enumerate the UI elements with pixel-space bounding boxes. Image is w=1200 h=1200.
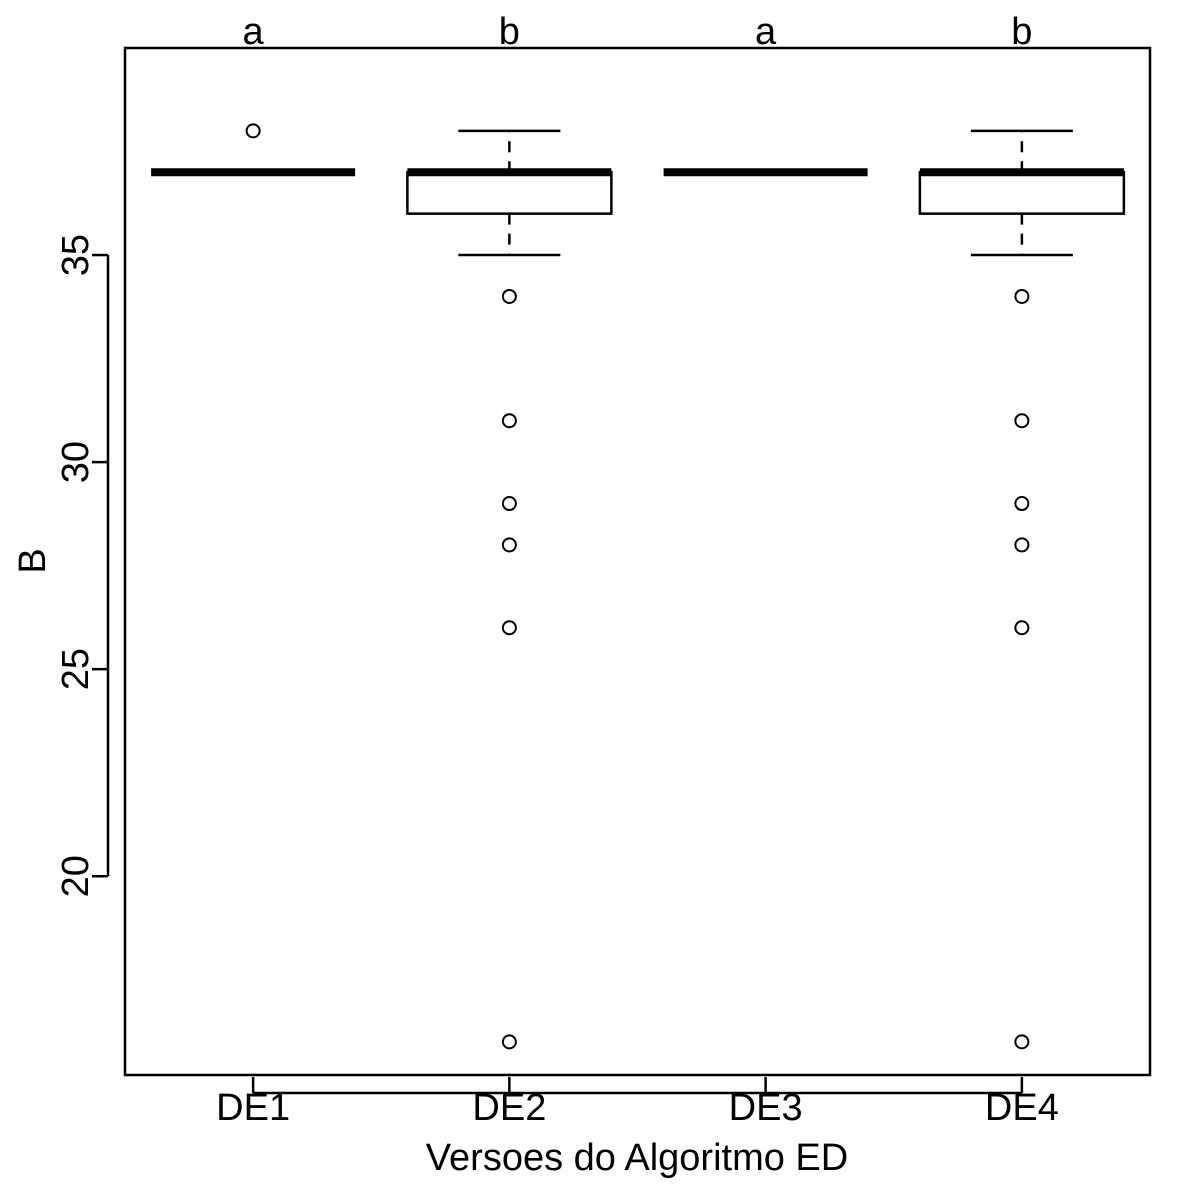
- outlier-point: [1014, 1034, 1030, 1050]
- axis-layer: 20 25 30 35 DE1 DE2 DE3 DE4: [55, 234, 1059, 1129]
- outlier-point: [501, 1034, 517, 1050]
- group-letter-label: b: [1011, 11, 1032, 53]
- y-tick-label: 35: [55, 234, 97, 276]
- box-iqr: [406, 170, 613, 215]
- outlier-point: [1014, 413, 1030, 429]
- x-axis-title: Versoes do Algoritmo ED: [426, 1137, 848, 1179]
- outlier-point: [1014, 620, 1030, 636]
- outlier-point: [1014, 496, 1030, 512]
- outlier-point: [501, 496, 517, 512]
- x-tick-label: DE3: [729, 1087, 803, 1129]
- y-axis-title: B: [12, 548, 54, 573]
- y-tick-label: 25: [55, 648, 97, 690]
- box-group-de4: [918, 129, 1126, 1050]
- group-letter-label: a: [243, 11, 265, 53]
- outlier-point: [501, 537, 517, 553]
- outlier-point: [1014, 288, 1030, 304]
- outlier-point: [245, 123, 261, 139]
- outlier-point: [1014, 537, 1030, 553]
- group-letter-label: a: [755, 11, 777, 53]
- x-tick-label: DE1: [216, 1087, 290, 1129]
- plot-frame: [123, 46, 1152, 1077]
- x-tick-label: DE2: [472, 1087, 546, 1129]
- group-letter-label: b: [499, 11, 520, 53]
- box-group-de2: [406, 129, 613, 1050]
- outlier-point: [501, 620, 517, 636]
- y-tick-label: 20: [55, 855, 97, 897]
- outlier-point: [501, 413, 517, 429]
- box-group-de1: [151, 123, 356, 177]
- x-tick-label: DE4: [985, 1087, 1059, 1129]
- box-iqr: [918, 170, 1126, 215]
- y-tick-label: 30: [55, 441, 97, 483]
- outlier-point: [501, 288, 517, 304]
